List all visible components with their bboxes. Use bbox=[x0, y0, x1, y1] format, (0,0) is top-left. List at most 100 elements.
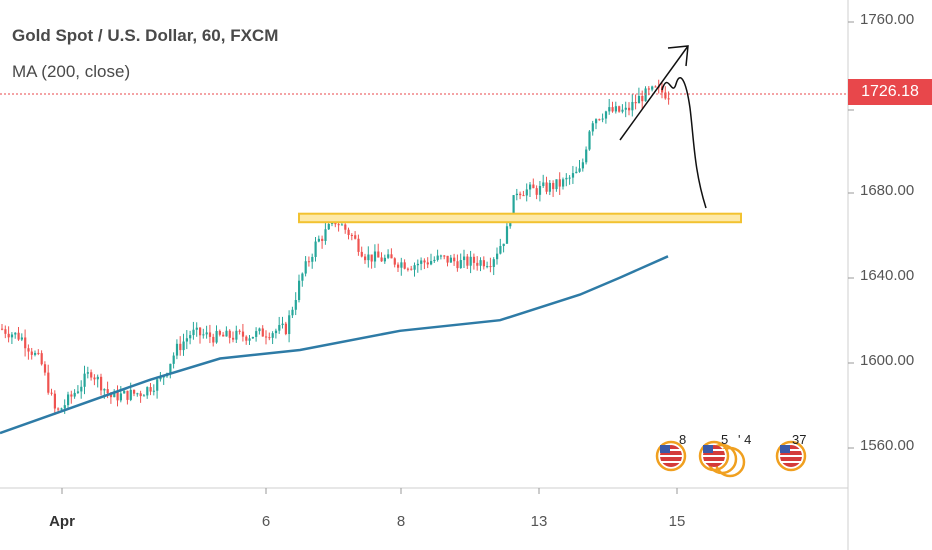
candle-body bbox=[479, 260, 482, 266]
candle-body bbox=[67, 394, 70, 406]
candle-body bbox=[175, 343, 179, 356]
candle-body bbox=[53, 393, 56, 409]
drawn-projection-curve bbox=[661, 77, 707, 209]
candle-body bbox=[667, 98, 670, 100]
candle-body bbox=[529, 184, 532, 190]
candle-body bbox=[373, 251, 377, 262]
candle-body bbox=[189, 335, 192, 339]
candle-body bbox=[436, 255, 439, 260]
candle-body bbox=[548, 182, 551, 192]
candle-body bbox=[637, 96, 641, 104]
us-flag-icon bbox=[698, 440, 746, 478]
candle-body bbox=[608, 107, 611, 112]
candle-body bbox=[499, 246, 502, 254]
us-flag-icon bbox=[655, 440, 687, 472]
candle-body bbox=[212, 336, 215, 343]
candle-body bbox=[298, 280, 301, 301]
candle-body bbox=[340, 224, 344, 226]
candle-body bbox=[311, 256, 314, 262]
candle-body bbox=[367, 254, 370, 261]
candle-body bbox=[192, 329, 195, 336]
event-count[interactable]: 5 bbox=[721, 432, 729, 447]
candle-body bbox=[377, 251, 380, 258]
us-flag-icon bbox=[775, 440, 807, 472]
candle-body bbox=[621, 109, 624, 112]
candle-body bbox=[261, 328, 264, 337]
candle-body bbox=[222, 334, 225, 337]
candle-body bbox=[123, 390, 126, 394]
event-count[interactable]: 37 bbox=[792, 432, 807, 447]
event-flags bbox=[655, 440, 807, 478]
candle-body bbox=[258, 328, 261, 332]
candle-body bbox=[215, 330, 218, 343]
candle-body bbox=[588, 131, 591, 150]
candle-body bbox=[265, 336, 268, 338]
candle-body bbox=[291, 309, 294, 316]
candle-body bbox=[581, 162, 584, 169]
candle-body bbox=[420, 260, 423, 264]
candle-body bbox=[535, 188, 538, 195]
candle-body bbox=[512, 195, 515, 223]
candle-body bbox=[463, 256, 466, 261]
candle-body bbox=[281, 323, 284, 326]
candle-body bbox=[288, 315, 291, 335]
candle-body bbox=[360, 251, 363, 257]
candle-body bbox=[76, 391, 80, 393]
candle-body bbox=[86, 372, 89, 374]
candle-body bbox=[604, 111, 608, 119]
candle-body bbox=[30, 351, 33, 355]
candle-body bbox=[284, 323, 287, 335]
candle-body bbox=[585, 149, 588, 163]
candle-body bbox=[631, 101, 634, 111]
candle-body bbox=[228, 330, 231, 338]
candle-body bbox=[327, 223, 330, 230]
x-tick-label: 8 bbox=[396, 513, 406, 530]
drawn-up-arrow-icon bbox=[619, 45, 689, 141]
y-tick-label: 1640.00 bbox=[860, 267, 915, 284]
candle-body bbox=[370, 254, 373, 262]
candle-body bbox=[403, 262, 406, 269]
y-tick-label: 1680.00 bbox=[860, 182, 915, 199]
candle-body bbox=[14, 332, 17, 335]
symbol-title[interactable]: Gold Spot / U.S. Dollar, 60, FXCM bbox=[12, 26, 279, 45]
candle-body bbox=[611, 107, 614, 112]
candle-body bbox=[103, 389, 106, 391]
indicator-label[interactable]: MA (200, close) bbox=[12, 62, 131, 81]
y-tick-label: 1600.00 bbox=[860, 352, 915, 369]
candle-body bbox=[317, 238, 320, 242]
candle-body bbox=[618, 106, 621, 112]
candle-body bbox=[601, 118, 604, 120]
candle-body bbox=[218, 330, 221, 335]
event-count[interactable]: 8 bbox=[679, 432, 687, 447]
candle-body bbox=[169, 363, 172, 374]
candle-body bbox=[449, 257, 452, 263]
candle-body bbox=[268, 337, 271, 339]
candle-body bbox=[106, 389, 109, 394]
candle-body bbox=[413, 265, 416, 270]
x-tick-label: 15 bbox=[668, 513, 686, 530]
candle-body bbox=[628, 107, 631, 111]
candle-body bbox=[321, 238, 324, 241]
candle-body bbox=[142, 395, 146, 397]
candle-body bbox=[24, 337, 27, 349]
event-count[interactable]: ' 4 bbox=[738, 432, 752, 447]
candle-body bbox=[146, 387, 149, 396]
candle-body bbox=[469, 256, 472, 266]
candle-body bbox=[301, 273, 304, 281]
candle-body bbox=[172, 355, 175, 364]
candle-body bbox=[1, 328, 4, 330]
candle-body bbox=[482, 260, 485, 267]
candle-body bbox=[595, 119, 598, 124]
candle-body bbox=[278, 325, 281, 331]
ma-200-line bbox=[0, 255, 669, 435]
candle-body bbox=[552, 182, 555, 190]
candle-body bbox=[133, 389, 136, 394]
candle-body bbox=[390, 254, 393, 259]
resistance-zone bbox=[298, 212, 742, 224]
candle-body bbox=[113, 391, 116, 398]
candle-body bbox=[245, 336, 248, 341]
candle-body bbox=[294, 300, 297, 310]
candle-body bbox=[545, 182, 548, 192]
candle-body bbox=[50, 392, 53, 394]
